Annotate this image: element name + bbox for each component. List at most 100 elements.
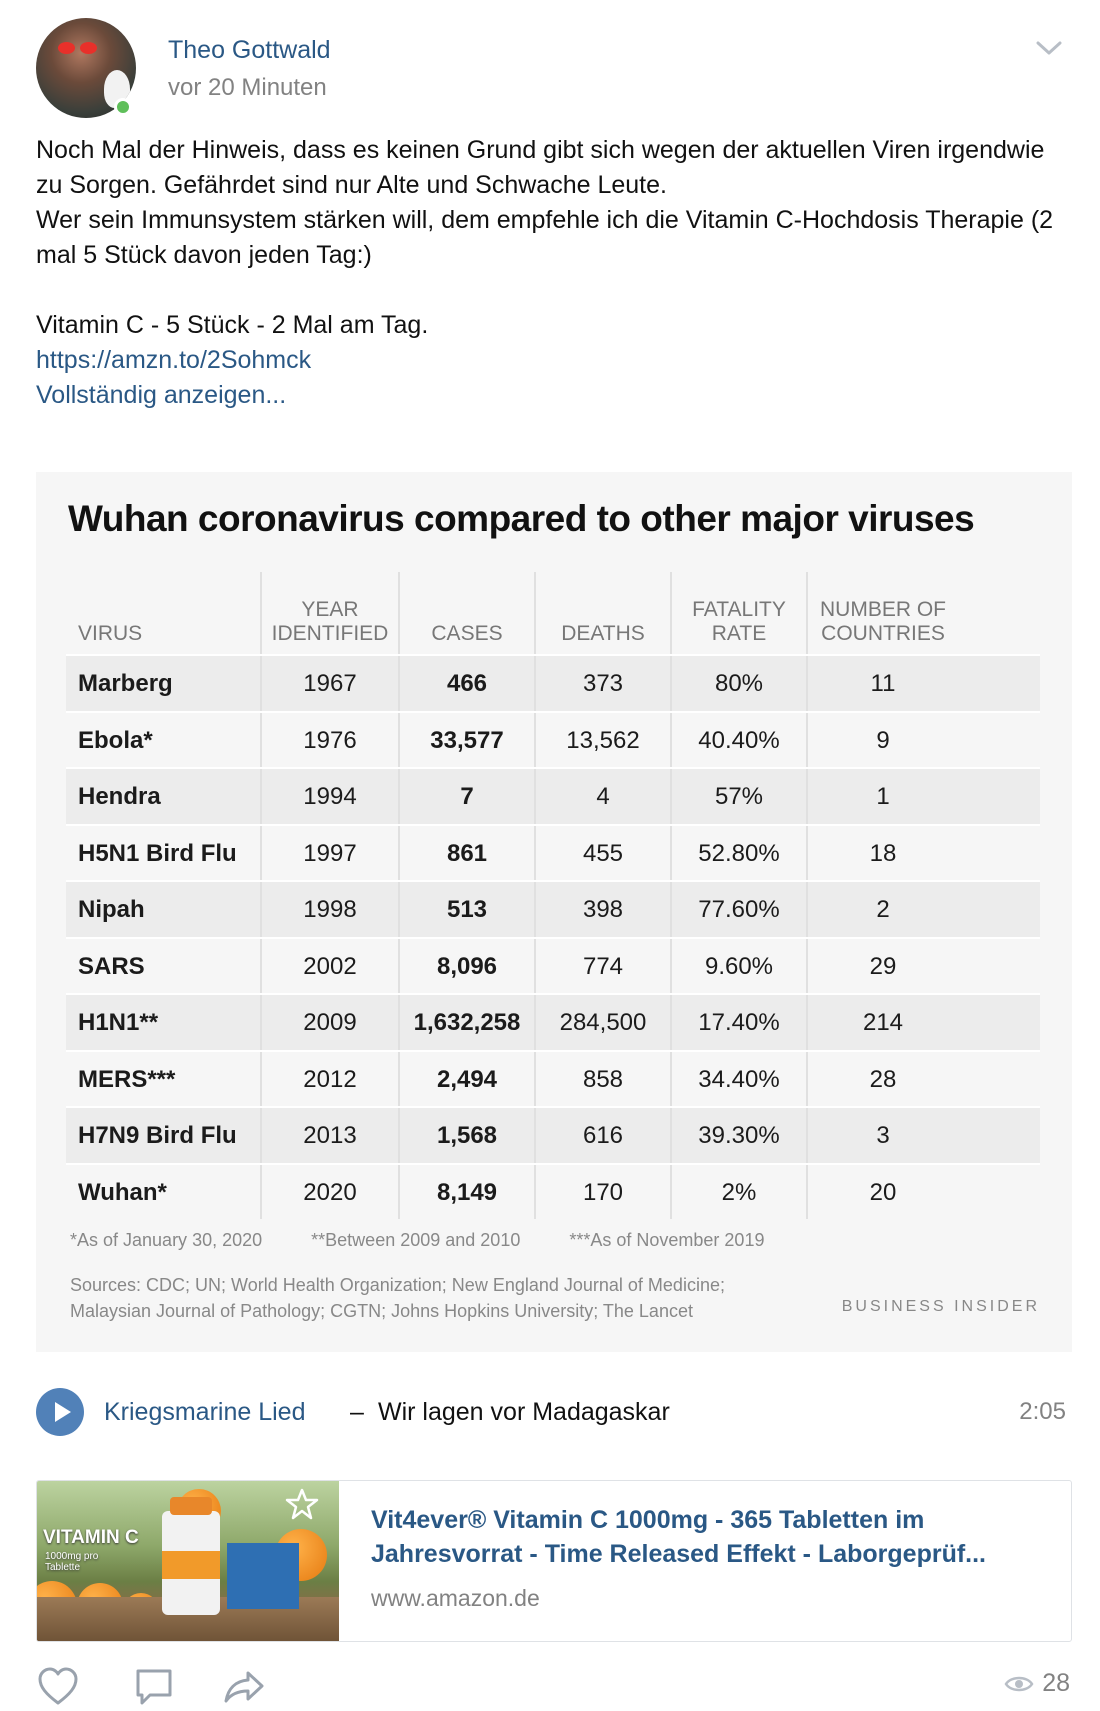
- cell-virus: H7N9 Bird Flu: [78, 1122, 237, 1149]
- snippet-domain: www.amazon.de: [371, 1585, 540, 1611]
- author-avatar[interactable]: [36, 18, 136, 118]
- header-countries: NUMBER OF COUNTRIES: [820, 598, 946, 645]
- cell-virus: H1N1**: [78, 1009, 159, 1036]
- views-count: 28: [1042, 1669, 1070, 1697]
- comment-icon[interactable]: [132, 1665, 176, 1709]
- cell-fatality: 9.60%: [704, 952, 774, 980]
- post-spacer: [36, 273, 1066, 308]
- cell-fatality: 39.30%: [698, 1122, 780, 1149]
- business-insider-logo: BUSINESS INSIDER: [841, 1298, 1040, 1315]
- table-row: Marberg 1967 466 373 80% 11: [66, 654, 1040, 711]
- cell-deaths: 4: [596, 783, 610, 810]
- link-snippet[interactable]: VITAMIN C 1000mg pro Tablette Vit4ever® …: [36, 1480, 1072, 1642]
- cell-virus: Ebola*: [78, 726, 153, 754]
- cell-countries: 28: [869, 1065, 897, 1093]
- cell-countries: 2: [876, 896, 890, 923]
- cell-virus: H5N1 Bird Flu: [78, 839, 237, 867]
- footnote: *As of January 30, 2020: [70, 1230, 263, 1250]
- header-fatality: FATALITY RATE: [692, 598, 786, 645]
- post-paragraph-2: Wer sein Immunsystem stärken will, dem e…: [36, 206, 1061, 269]
- play-icon[interactable]: [36, 1388, 84, 1436]
- cell-cases: 7: [460, 783, 474, 810]
- cell-cases: 1,632,258: [413, 1009, 521, 1036]
- audio-duration: 2:05: [1019, 1398, 1066, 1425]
- post-time[interactable]: vor 20 Minuten: [168, 74, 327, 101]
- show-more-link[interactable]: Vollständig anzeigen...: [36, 381, 287, 409]
- cell-virus: MERS***: [78, 1065, 176, 1093]
- author-name[interactable]: Theo Gottwald: [168, 36, 331, 64]
- cell-cases: 513: [446, 896, 488, 923]
- cell-deaths: 616: [582, 1122, 624, 1149]
- table-body: Marberg 1967 466 373 80% 11 Ebola* 1976 33,577 13…: [66, 654, 1040, 1219]
- cell-year: 1967: [303, 670, 357, 697]
- cell-fatality: 40.40%: [698, 726, 780, 754]
- post-paragraph-3: Vitamin C - 5 Stück - 2 Mal am Tag.: [36, 311, 429, 339]
- header-deaths: DEATHS: [561, 622, 645, 645]
- like-icon[interactable]: [36, 1665, 80, 1709]
- cell-fatality: 57%: [714, 783, 764, 810]
- cell-year: 2013: [303, 1122, 357, 1149]
- audio-title: Wir lagen vor Madagaskar: [378, 1398, 670, 1426]
- cell-cases: 8,096: [436, 952, 498, 980]
- cell-cases: 33,577: [430, 726, 504, 754]
- cell-year: 2012: [303, 1065, 357, 1093]
- footnote: **Between 2009 and 2010: [311, 1230, 521, 1250]
- table-row: Hendra 1994 7 4 57% 1: [66, 767, 1040, 824]
- share-icon[interactable]: [222, 1665, 266, 1709]
- table-header: VIRUS YEAR IDENTIFIED CASES DEATHS FATALI…: [66, 572, 1040, 654]
- table-row: H1N1** 2009 1,632,258 284,500 17.40% 214: [66, 993, 1040, 1050]
- post-link[interactable]: https://amzn.to/2Sohmck: [36, 346, 312, 374]
- cell-year: 2020: [303, 1178, 357, 1206]
- table-row: SARS 2002 8,096 774 9.60% 29: [66, 936, 1040, 993]
- snippet-thumbnail[interactable]: VITAMIN C 1000mg pro Tablette: [37, 1481, 339, 1641]
- cell-year: 1994: [303, 783, 357, 810]
- online-indicator: [114, 98, 132, 116]
- thumb-subtitle: 1000mg pro Tablette: [45, 1551, 99, 1573]
- table-row: MERS*** 2012 2,494 858 34.40% 28: [66, 1049, 1040, 1106]
- cell-fatality: 77.60%: [698, 896, 780, 923]
- cell-fatality: 17.40%: [698, 1009, 780, 1036]
- cell-deaths: 455: [582, 839, 624, 867]
- cell-cases: 2,494: [436, 1065, 498, 1093]
- cell-cases: 8,149: [436, 1178, 498, 1206]
- cell-countries: 214: [862, 1009, 904, 1036]
- cell-virus: Marberg: [78, 670, 173, 697]
- image-table-title: Wuhan coronavirus compared to other majo…: [68, 498, 975, 539]
- cell-fatality: 2%: [721, 1178, 757, 1206]
- table-row: H5N1 Bird Flu 1997 861 455 52.80% 18: [66, 823, 1040, 880]
- thumb-title: VITAMIN C: [43, 1527, 139, 1548]
- snippet-title[interactable]: Vit4ever® Vitamin C 1000mg - 365 Tablett…: [371, 1506, 987, 1568]
- cell-year: 1976: [303, 726, 357, 754]
- cell-virus: SARS: [78, 952, 145, 980]
- table-sources: Sources: CDC; UN; World Health Organizat…: [70, 1275, 725, 1321]
- cell-countries: 18: [869, 839, 897, 867]
- footnote: ***As of November 2019: [569, 1230, 765, 1250]
- chevron-down-icon[interactable]: [1036, 40, 1062, 56]
- star-icon[interactable]: [285, 1487, 319, 1521]
- cell-year: 1998: [303, 896, 357, 923]
- cell-year: 1997: [303, 839, 357, 867]
- eye-icon: [1004, 1676, 1034, 1692]
- cell-deaths: 774: [582, 952, 624, 980]
- header-virus: VIRUS: [78, 622, 143, 645]
- audio-artist[interactable]: Kriegsmarine Lied: [104, 1398, 306, 1426]
- cell-deaths: 170: [582, 1178, 624, 1206]
- cell-deaths: 284,500: [559, 1009, 647, 1036]
- cell-cases: 466: [446, 670, 488, 697]
- audio-separator: –: [350, 1398, 364, 1426]
- audio-attachment[interactable]: Kriegsmarine Lied – Wir lagen vor Madaga…: [36, 1388, 1070, 1438]
- virus-table: VIRUS YEAR IDENTIFIED CASES DEATHS FATALI…: [66, 572, 1040, 1219]
- post-image[interactable]: Wuhan coronavirus compared to other majo…: [36, 472, 1072, 1352]
- post-text: Noch Mal der Hinweis, dass es keinen Gru…: [36, 133, 1066, 413]
- cell-deaths: 858: [582, 1065, 624, 1093]
- cell-deaths: 13,562: [566, 726, 640, 754]
- cell-year: 2009: [303, 1009, 357, 1036]
- cell-fatality: 52.80%: [698, 839, 780, 867]
- cell-virus: Hendra: [78, 783, 161, 810]
- cell-year: 2002: [303, 952, 357, 980]
- cell-countries: 9: [876, 726, 890, 754]
- cell-countries: 29: [869, 952, 897, 980]
- post-paragraph-1: Noch Mal der Hinweis, dass es keinen Gru…: [36, 136, 1052, 199]
- table-row: Wuhan* 2020 8,149 170 2% 20: [66, 1162, 1040, 1219]
- cell-cases: 861: [446, 839, 488, 867]
